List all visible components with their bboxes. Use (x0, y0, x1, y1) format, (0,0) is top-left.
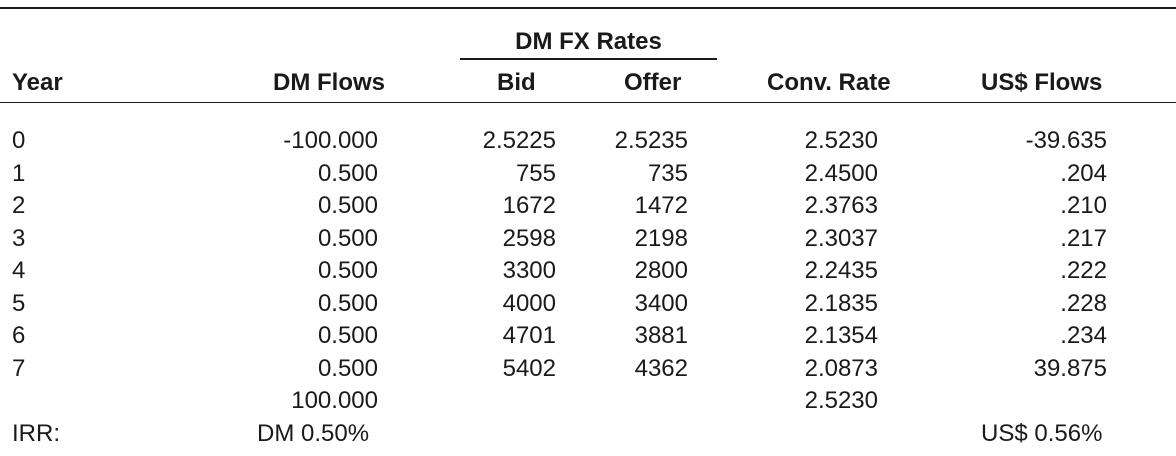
cell-dm-flow: 0.500 (317, 160, 378, 187)
cell-dm-flow: 0.500 (317, 225, 378, 252)
cell-dm-flow: 0.500 (317, 257, 378, 284)
cell-dm-flow: -100.000 (283, 127, 378, 154)
cell-dm-flow: 0.500 (317, 192, 378, 219)
cell-year: 1 (12, 160, 26, 187)
cell-year: 4 (12, 257, 26, 284)
cell-bid: 4000 (502, 290, 556, 317)
header-rule (0, 102, 1176, 103)
cell-us-flow: 39.875 (1033, 355, 1107, 382)
cell-dm-flow: 0.500 (317, 322, 378, 349)
cell-us-flow: .234 (1060, 322, 1107, 349)
cell-offer: 3881 (634, 322, 688, 349)
irr-dm-value: DM 0.50% (257, 420, 370, 447)
cell-us-flow: .222 (1060, 257, 1107, 284)
cell-bid: 2598 (502, 225, 556, 252)
irr-label: IRR: (12, 420, 60, 447)
header-us-flows: US$ Flows (981, 69, 1103, 96)
cell-conv-rate: 2.2435 (804, 257, 878, 284)
cell-bid: 755 (515, 160, 556, 187)
cell-conv-rate: 2.1835 (804, 290, 878, 317)
cell-offer: 735 (647, 160, 688, 187)
cell-offer: 1472 (634, 192, 688, 219)
cell-conv-rate: 2.4500 (804, 160, 878, 187)
header-year: Year (12, 69, 63, 96)
cell-bid: 5402 (502, 355, 556, 382)
cell-bid: 1672 (502, 192, 556, 219)
cell-us-flow: .204 (1060, 160, 1107, 187)
cell-offer: 2.5235 (614, 127, 688, 154)
cell-us-flow: -39.635 (1025, 127, 1107, 154)
header-conv-rate: Conv. Rate (767, 69, 891, 96)
cell-dm-flow: 0.500 (317, 290, 378, 317)
cell-offer: 2800 (634, 257, 688, 284)
cell-us-flow: .217 (1060, 225, 1107, 252)
header-dm-flows: DM Flows (273, 69, 385, 96)
cell-conv-rate: 2.3763 (804, 192, 878, 219)
cell-offer: 3400 (634, 290, 688, 317)
irr-us-value: US$ 0.56% (981, 420, 1103, 447)
header-bid: Bid (497, 69, 536, 96)
cell-offer: 4362 (634, 355, 688, 382)
top-rule (0, 7, 1176, 9)
cell-bid: 4701 (502, 322, 556, 349)
cell-conv-rate: 2.5230 (804, 387, 878, 414)
cell-conv-rate: 2.3037 (804, 225, 878, 252)
cell-dm-flow: 0.500 (317, 355, 378, 382)
cell-dm-flow: 100.000 (291, 387, 378, 414)
cell-conv-rate: 2.0873 (804, 355, 878, 382)
header-dm-fx-rates: DM FX Rates (515, 28, 662, 55)
cell-year: 0 (12, 127, 26, 154)
cell-year: 5 (12, 290, 26, 317)
header-offer: Offer (624, 69, 682, 96)
group-underline (460, 58, 717, 60)
cell-year: 3 (12, 225, 26, 252)
cell-conv-rate: 2.1354 (804, 322, 878, 349)
cell-year: 2 (12, 192, 26, 219)
cell-bid: 3300 (502, 257, 556, 284)
cell-us-flow: .228 (1060, 290, 1107, 317)
cell-offer: 2198 (634, 225, 688, 252)
cell-year: 6 (12, 322, 26, 349)
cell-us-flow: .210 (1060, 192, 1107, 219)
cell-bid: 2.5225 (482, 127, 556, 154)
cell-conv-rate: 2.5230 (804, 127, 878, 154)
cell-year: 7 (12, 355, 26, 382)
